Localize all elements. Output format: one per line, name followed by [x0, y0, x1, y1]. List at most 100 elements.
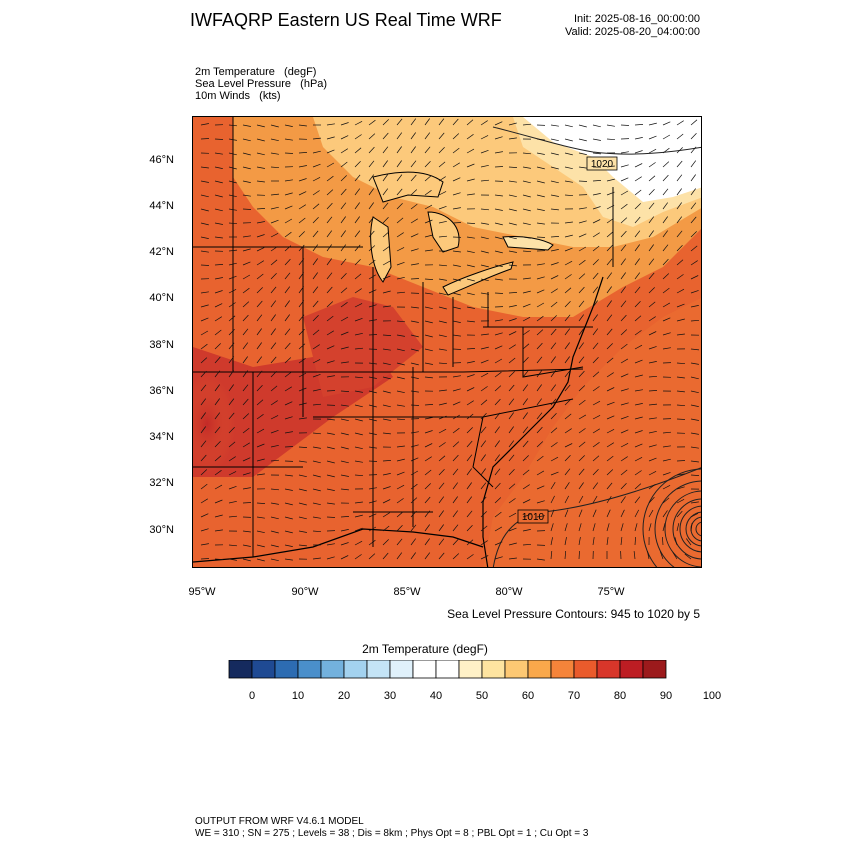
colorbar-swatch	[412, 660, 437, 679]
wind-barb	[382, 231, 390, 238]
wind-barb	[578, 482, 584, 490]
wind-barb	[466, 374, 475, 378]
wind-barb	[396, 348, 405, 352]
wind-barb	[242, 138, 251, 142]
wind-barb	[578, 399, 586, 406]
wind-barb	[438, 147, 445, 154]
wind-barb	[410, 348, 419, 352]
wind-barb	[508, 318, 517, 322]
wind-barb	[368, 539, 376, 546]
wind-barb	[648, 188, 655, 196]
wind-barb	[340, 287, 348, 294]
wind-barb	[634, 176, 642, 182]
wind-barb	[242, 152, 251, 156]
wind-barb	[284, 138, 293, 141]
wind-barb	[620, 482, 627, 490]
wind-barb	[396, 320, 406, 323]
wind-barb	[242, 502, 252, 504]
wind-barb	[606, 415, 615, 420]
wind-barb	[382, 132, 389, 140]
wind-barb	[270, 246, 278, 252]
wind-barb	[340, 230, 346, 238]
wind-barb	[312, 502, 321, 506]
wind-barb	[578, 342, 584, 350]
wind-barb	[508, 166, 518, 168]
wind-barb	[648, 122, 657, 126]
wind-barb	[634, 443, 643, 448]
wind-barb	[200, 370, 207, 378]
wind-barb	[340, 188, 347, 196]
wind-barb	[228, 208, 237, 211]
wind-barb	[354, 161, 361, 168]
east-coastline	[482, 276, 604, 567]
wind-barb	[690, 202, 697, 210]
wind-barb	[298, 152, 308, 154]
wind-barb	[452, 264, 461, 267]
wind-barb	[270, 328, 276, 336]
wind-barb	[578, 441, 586, 448]
lat-label-30: 30°N	[149, 524, 174, 536]
wind-barb	[690, 418, 699, 421]
valid-time: Valid: 2025-08-20_04:00:00	[565, 26, 700, 38]
wind-barb	[606, 496, 612, 504]
wind-barb	[466, 524, 473, 532]
wind-barb	[242, 124, 251, 127]
wind-barb	[382, 202, 389, 210]
wind-barb	[228, 500, 237, 504]
wind-barb	[298, 530, 307, 533]
wind-barb	[424, 510, 431, 518]
wind-barb	[592, 232, 600, 238]
wind-barb	[256, 458, 265, 462]
wind-barb	[410, 552, 416, 560]
wind-barb	[382, 525, 390, 532]
wind-barb	[396, 458, 405, 462]
wind-barb	[214, 222, 223, 225]
wind-barb	[438, 468, 445, 476]
wind-barb	[410, 118, 417, 126]
wind-barb	[312, 460, 321, 464]
colorbar-tick-label: 30	[383, 690, 397, 702]
wind-barb	[578, 273, 586, 280]
wind-barb	[298, 417, 307, 420]
wind-barb	[270, 342, 277, 350]
pressure-contours	[492, 126, 701, 567]
wind-barb	[438, 191, 447, 196]
wind-barb	[606, 509, 611, 518]
wind-barb	[494, 292, 504, 294]
wind-barb	[690, 245, 698, 252]
wind-barb	[508, 426, 514, 434]
wind-barb	[354, 202, 360, 210]
wind-barb	[564, 384, 571, 392]
wind-barb	[410, 362, 419, 366]
wind-barb	[648, 258, 655, 266]
wind-barb	[396, 132, 403, 140]
wind-barb	[606, 165, 615, 168]
wind-barb	[536, 194, 545, 198]
chart-title: IWFAQRP Eastern US Real Time WRF	[190, 10, 502, 30]
wind-barb	[648, 390, 658, 392]
wind-barb	[396, 160, 402, 168]
wind-barb	[228, 398, 235, 406]
wind-barb	[578, 523, 582, 532]
wind-barb	[536, 302, 545, 308]
wind-barb	[494, 264, 503, 267]
wind-barb	[354, 147, 362, 154]
wind-barb	[564, 274, 572, 280]
wind-barb	[270, 138, 279, 142]
colorbar-swatch	[251, 660, 276, 679]
wind-barb	[424, 443, 433, 448]
wind-barb	[256, 166, 265, 169]
wind-barb	[620, 230, 627, 238]
wind-barb	[592, 245, 600, 252]
wind-barb	[270, 544, 279, 548]
wind-barb	[242, 472, 251, 476]
wind-barb	[298, 343, 306, 350]
wind-barb	[340, 390, 350, 392]
wind-barb	[214, 484, 223, 490]
wind-barb	[466, 292, 475, 296]
wind-barb	[662, 202, 668, 210]
colorbar-tick-label: 100	[702, 690, 722, 702]
wind-barb	[564, 413, 572, 420]
wind-barb	[676, 288, 685, 294]
wind-barb	[256, 516, 265, 519]
